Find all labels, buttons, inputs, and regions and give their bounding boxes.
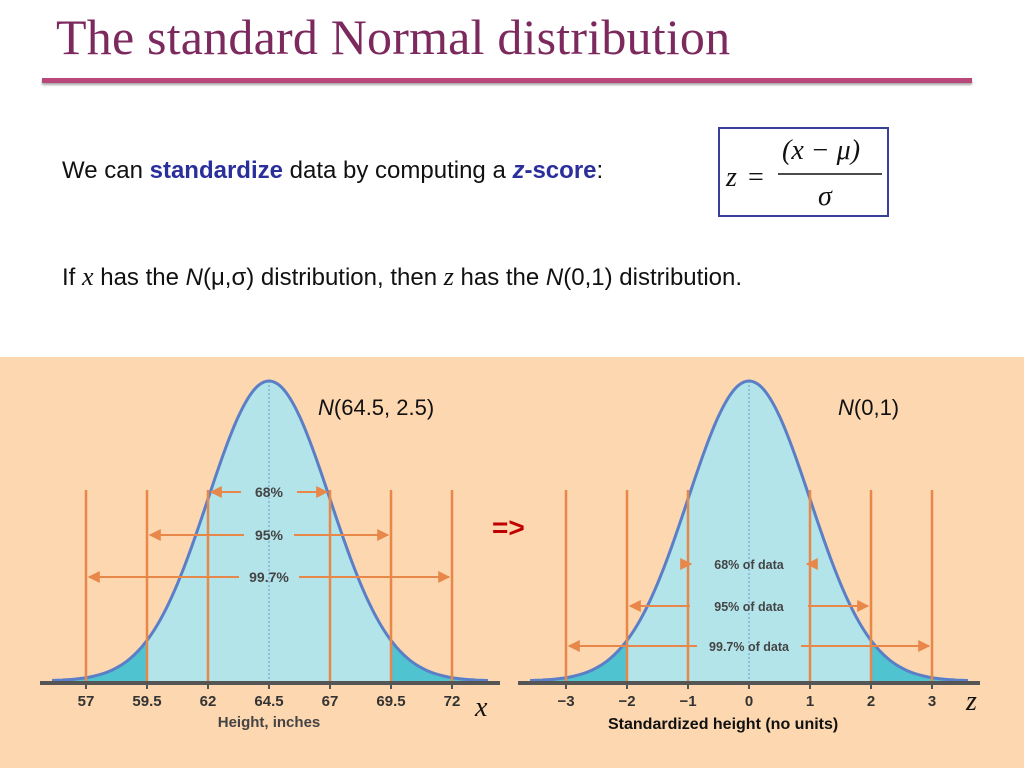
keyword-z: z [512, 157, 525, 184]
var-x: x [82, 262, 94, 291]
normal-params2: (0,1) [563, 264, 613, 291]
right-band-label: 95% of data [714, 600, 785, 614]
formula-svg: z = (x − μ) σ [725, 135, 882, 212]
right-left-tail-area [530, 640, 627, 681]
left-axis-title: Height, inches [218, 714, 321, 731]
left-tick-label: 57 [78, 693, 95, 710]
var-z: z [443, 262, 454, 291]
right-tick-label: −3 [557, 693, 574, 710]
keyword-score: -score [524, 157, 597, 184]
right-tick-label: 3 [928, 693, 936, 710]
normal-N1: N [185, 264, 203, 291]
standardize-sentence: We can standardize data by computing a z… [62, 157, 603, 185]
left-tick-label: 69.5 [376, 693, 405, 710]
right-axis-variable: z [966, 686, 977, 717]
right-label-params: (0,1) [853, 395, 900, 420]
left-density-curve [51, 379, 488, 682]
right-distribution-label: N(0,1) [838, 395, 899, 421]
title-divider [42, 78, 972, 83]
right-band-label: 99.7% of data [709, 640, 790, 654]
transform-arrow: => [492, 512, 525, 543]
normal-N2: N [545, 264, 564, 291]
left-tick-label: 67 [322, 693, 339, 710]
left-right-tail-area [391, 640, 488, 681]
line2-t5: distribution. [612, 264, 743, 291]
left-tick-label: 59.5 [132, 693, 161, 710]
keyword-standardize: standardize [149, 157, 283, 184]
formula-lhs: z [725, 162, 737, 193]
left-band-label: 99.7% [249, 569, 289, 585]
line2-t1: If [62, 264, 83, 291]
distribution-sentence: If x has the N(μ,σ) distribution, then z… [62, 262, 742, 292]
line1-post: : [596, 157, 604, 184]
right-axis-title: Standardized height (no units) [608, 716, 839, 733]
distribution-panel: 57 59.5 62 64.5 67 69.5 72 68% 95% 99.7% Height, i… [0, 357, 1024, 768]
left-left-tail-area [52, 640, 147, 681]
left-distribution-label: N(64.5, 2.5) [318, 395, 434, 421]
line2-t3: distribution, then [254, 264, 444, 291]
right-tick-label: 0 [745, 693, 753, 710]
left-axis-variable: x [475, 692, 488, 723]
normal-curves-figure: 57 59.5 62 64.5 67 69.5 72 68% 95% 99.7% Height, i… [40, 379, 980, 731]
right-tick-label: 2 [867, 693, 875, 710]
left-tick-label: 64.5 [254, 693, 283, 710]
page-title: The standard Normal distribution [56, 9, 731, 65]
formula-numerator: (x − μ) [782, 135, 860, 166]
line1-mid: data by computing a [282, 157, 513, 184]
line1-pre: We can [62, 157, 150, 184]
left-label-params: (64.5, 2.5) [333, 395, 435, 420]
normal-params1: (μ,σ) [202, 264, 255, 291]
z-score-formula: z = (x − μ) σ [718, 127, 889, 217]
left-tick-label: 72 [444, 693, 461, 710]
left-band-label: 95% [255, 527, 284, 543]
right-right-tail-area [871, 640, 968, 681]
right-tick-label: −1 [679, 693, 696, 710]
left-tick-label: 62 [200, 693, 217, 710]
right-tick-label: 1 [806, 693, 814, 710]
line2-t2: has the [93, 264, 186, 291]
left-label-N: N [318, 395, 334, 420]
right-band-label: 68% of data [714, 558, 785, 572]
right-tick-label: −2 [618, 693, 635, 710]
formula-denominator: σ [818, 181, 833, 212]
formula-equals: = [748, 162, 764, 193]
right-label-N: N [838, 395, 854, 420]
left-band-label: 68% [255, 484, 284, 500]
line2-t4: has the [453, 264, 546, 291]
